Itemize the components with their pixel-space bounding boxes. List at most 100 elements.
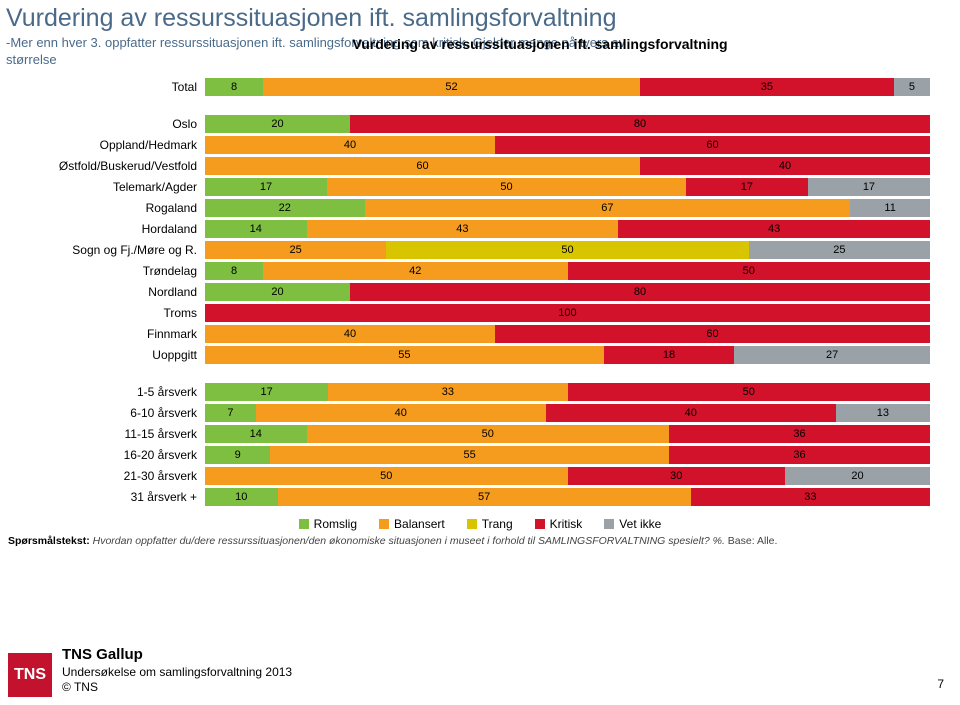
bar-segment: 52 bbox=[263, 78, 640, 96]
bar-segment: 50 bbox=[568, 262, 931, 280]
brand-block: TNS TNS Gallup Undersøkelse om samlingsf… bbox=[0, 646, 960, 697]
bar-segment: 10 bbox=[205, 488, 278, 506]
legend-swatch bbox=[467, 519, 477, 529]
chart-row: Nordland2080 bbox=[30, 282, 930, 302]
bar-segment: 8 bbox=[205, 78, 263, 96]
bar-segment: 100 bbox=[205, 304, 930, 322]
chart-row: Trøndelag84250 bbox=[30, 261, 930, 281]
chart-row: Finnmark4060 bbox=[30, 324, 930, 344]
bar-segment: 55 bbox=[270, 446, 669, 464]
bar-segment: 40 bbox=[256, 404, 546, 422]
chart-legend: Romslig Balansert Trang Kritisk Vet ikke bbox=[0, 517, 960, 531]
row-label: 6-10 årsverk bbox=[30, 406, 205, 420]
bar-segment: 42 bbox=[263, 262, 568, 280]
bar-segment: 80 bbox=[350, 283, 930, 301]
stacked-bar: 0503020 bbox=[205, 467, 930, 485]
stacked-bar: 551827 bbox=[205, 346, 930, 364]
bar-segment: 17 bbox=[686, 178, 808, 196]
legend-swatch bbox=[379, 519, 389, 529]
stacked-bar: 144343 bbox=[205, 220, 930, 238]
stacked-bar: 105733 bbox=[205, 488, 930, 506]
chart-row: Sogn og Fj./Møre og R.255025 bbox=[30, 240, 930, 260]
row-label: Total bbox=[30, 80, 205, 94]
legend-item: Balansert bbox=[379, 517, 445, 531]
page-number: 7 bbox=[937, 677, 944, 691]
chart-row: 31 årsverk +105733 bbox=[30, 487, 930, 507]
chart-row: 1-5 årsverk173350 bbox=[30, 382, 930, 402]
stacked-bar: 4060 bbox=[205, 136, 930, 154]
bar-segment: 7 bbox=[205, 404, 256, 422]
legend-item: Vet ikke bbox=[604, 517, 661, 531]
row-label: Nordland bbox=[30, 285, 205, 299]
row-label: Hordaland bbox=[30, 222, 205, 236]
legend-swatch bbox=[535, 519, 545, 529]
bar-segment: 40 bbox=[205, 325, 495, 343]
question-label: Spørsmålstekst: bbox=[8, 535, 90, 547]
legend-label: Romslig bbox=[314, 517, 357, 531]
stacked-bar: 226711 bbox=[205, 199, 930, 217]
chart-row: Telemark/Agder17501717 bbox=[30, 177, 930, 197]
bar-segment: 43 bbox=[618, 220, 930, 238]
row-label: Telemark/Agder bbox=[30, 180, 205, 194]
row-label: 21-30 årsverk bbox=[30, 469, 205, 483]
bar-segment: 27 bbox=[734, 346, 930, 364]
bar-segment: 60 bbox=[495, 325, 930, 343]
brand-name: TNS Gallup bbox=[62, 646, 292, 665]
bar-segment: 20 bbox=[785, 467, 930, 485]
row-label: 11-15 årsverk bbox=[30, 427, 205, 441]
chart-row: 11-15 årsverk145036 bbox=[30, 424, 930, 444]
chart-row: Total852355 bbox=[30, 77, 930, 97]
legend-item: Kritisk bbox=[535, 517, 583, 531]
bar-segment: 18 bbox=[604, 346, 735, 364]
bar-segment: 50 bbox=[307, 425, 670, 443]
stacked-bar: 852355 bbox=[205, 78, 930, 96]
tns-logo: TNS bbox=[8, 653, 52, 697]
legend-swatch bbox=[604, 519, 614, 529]
legend-item: Trang bbox=[467, 517, 513, 531]
bar-segment: 14 bbox=[205, 425, 307, 443]
row-label: Sogn og Fj./Møre og R. bbox=[30, 243, 205, 257]
bar-segment: 43 bbox=[307, 220, 619, 238]
bar-segment: 17 bbox=[205, 383, 328, 401]
bar-segment: 60 bbox=[495, 136, 930, 154]
bar-segment: 25 bbox=[749, 241, 930, 259]
bar-segment: 50 bbox=[386, 241, 749, 259]
chart-row: Oppland/Hedmark4060 bbox=[30, 135, 930, 155]
bar-segment: 11 bbox=[850, 199, 930, 217]
stacked-bar: 4060 bbox=[205, 325, 930, 343]
brand-text: TNS Gallup Undersøkelse om samlingsforva… bbox=[62, 646, 292, 697]
bar-segment: 22 bbox=[205, 199, 365, 217]
chart-row: Troms100 bbox=[30, 303, 930, 323]
chart-title: Vurdering av ressurssituasjonen ift. sam… bbox=[120, 36, 960, 52]
bar-segment: 17 bbox=[808, 178, 930, 196]
bar-segment: 40 bbox=[640, 157, 930, 175]
chart-row: 6-10 årsverk7404013 bbox=[30, 403, 930, 423]
chart-row: Oslo2080 bbox=[30, 114, 930, 134]
question-text: Spørsmålstekst: Hvordan oppfatter du/der… bbox=[0, 531, 960, 548]
chart-row: Hordaland144343 bbox=[30, 219, 930, 239]
chart-row: 16-20 årsverk95536 bbox=[30, 445, 930, 465]
row-label: Uoppgitt bbox=[30, 348, 205, 362]
legend-swatch bbox=[299, 519, 309, 529]
bar-segment: 55 bbox=[205, 346, 604, 364]
legend-label: Kritisk bbox=[550, 517, 583, 531]
bar-segment: 17 bbox=[205, 178, 327, 196]
subtitle-line2: størrelse bbox=[0, 50, 120, 67]
bar-segment: 50 bbox=[568, 383, 931, 401]
row-label: Oppland/Hedmark bbox=[30, 138, 205, 152]
stacked-bar: 6040 bbox=[205, 157, 930, 175]
bar-segment: 50 bbox=[327, 178, 686, 196]
stacked-bar: 17501717 bbox=[205, 178, 930, 196]
bar-segment: 25 bbox=[205, 241, 386, 259]
bar-segment: 40 bbox=[546, 404, 836, 422]
legend-label: Trang bbox=[482, 517, 513, 531]
slide-footer: TNS TNS Gallup Undersøkelse om samlingsf… bbox=[0, 646, 960, 697]
bar-segment: 20 bbox=[205, 115, 350, 133]
bar-segment: 57 bbox=[278, 488, 691, 506]
bar-segment: 80 bbox=[350, 115, 930, 133]
legend-label: Balansert bbox=[394, 517, 445, 531]
stacked-bar: 255025 bbox=[205, 241, 930, 259]
stacked-bar: 2080 bbox=[205, 283, 930, 301]
page-title: Vurdering av ressurssituasjonen ift. sam… bbox=[0, 0, 960, 33]
chart-row: Uoppgitt551827 bbox=[30, 345, 930, 365]
